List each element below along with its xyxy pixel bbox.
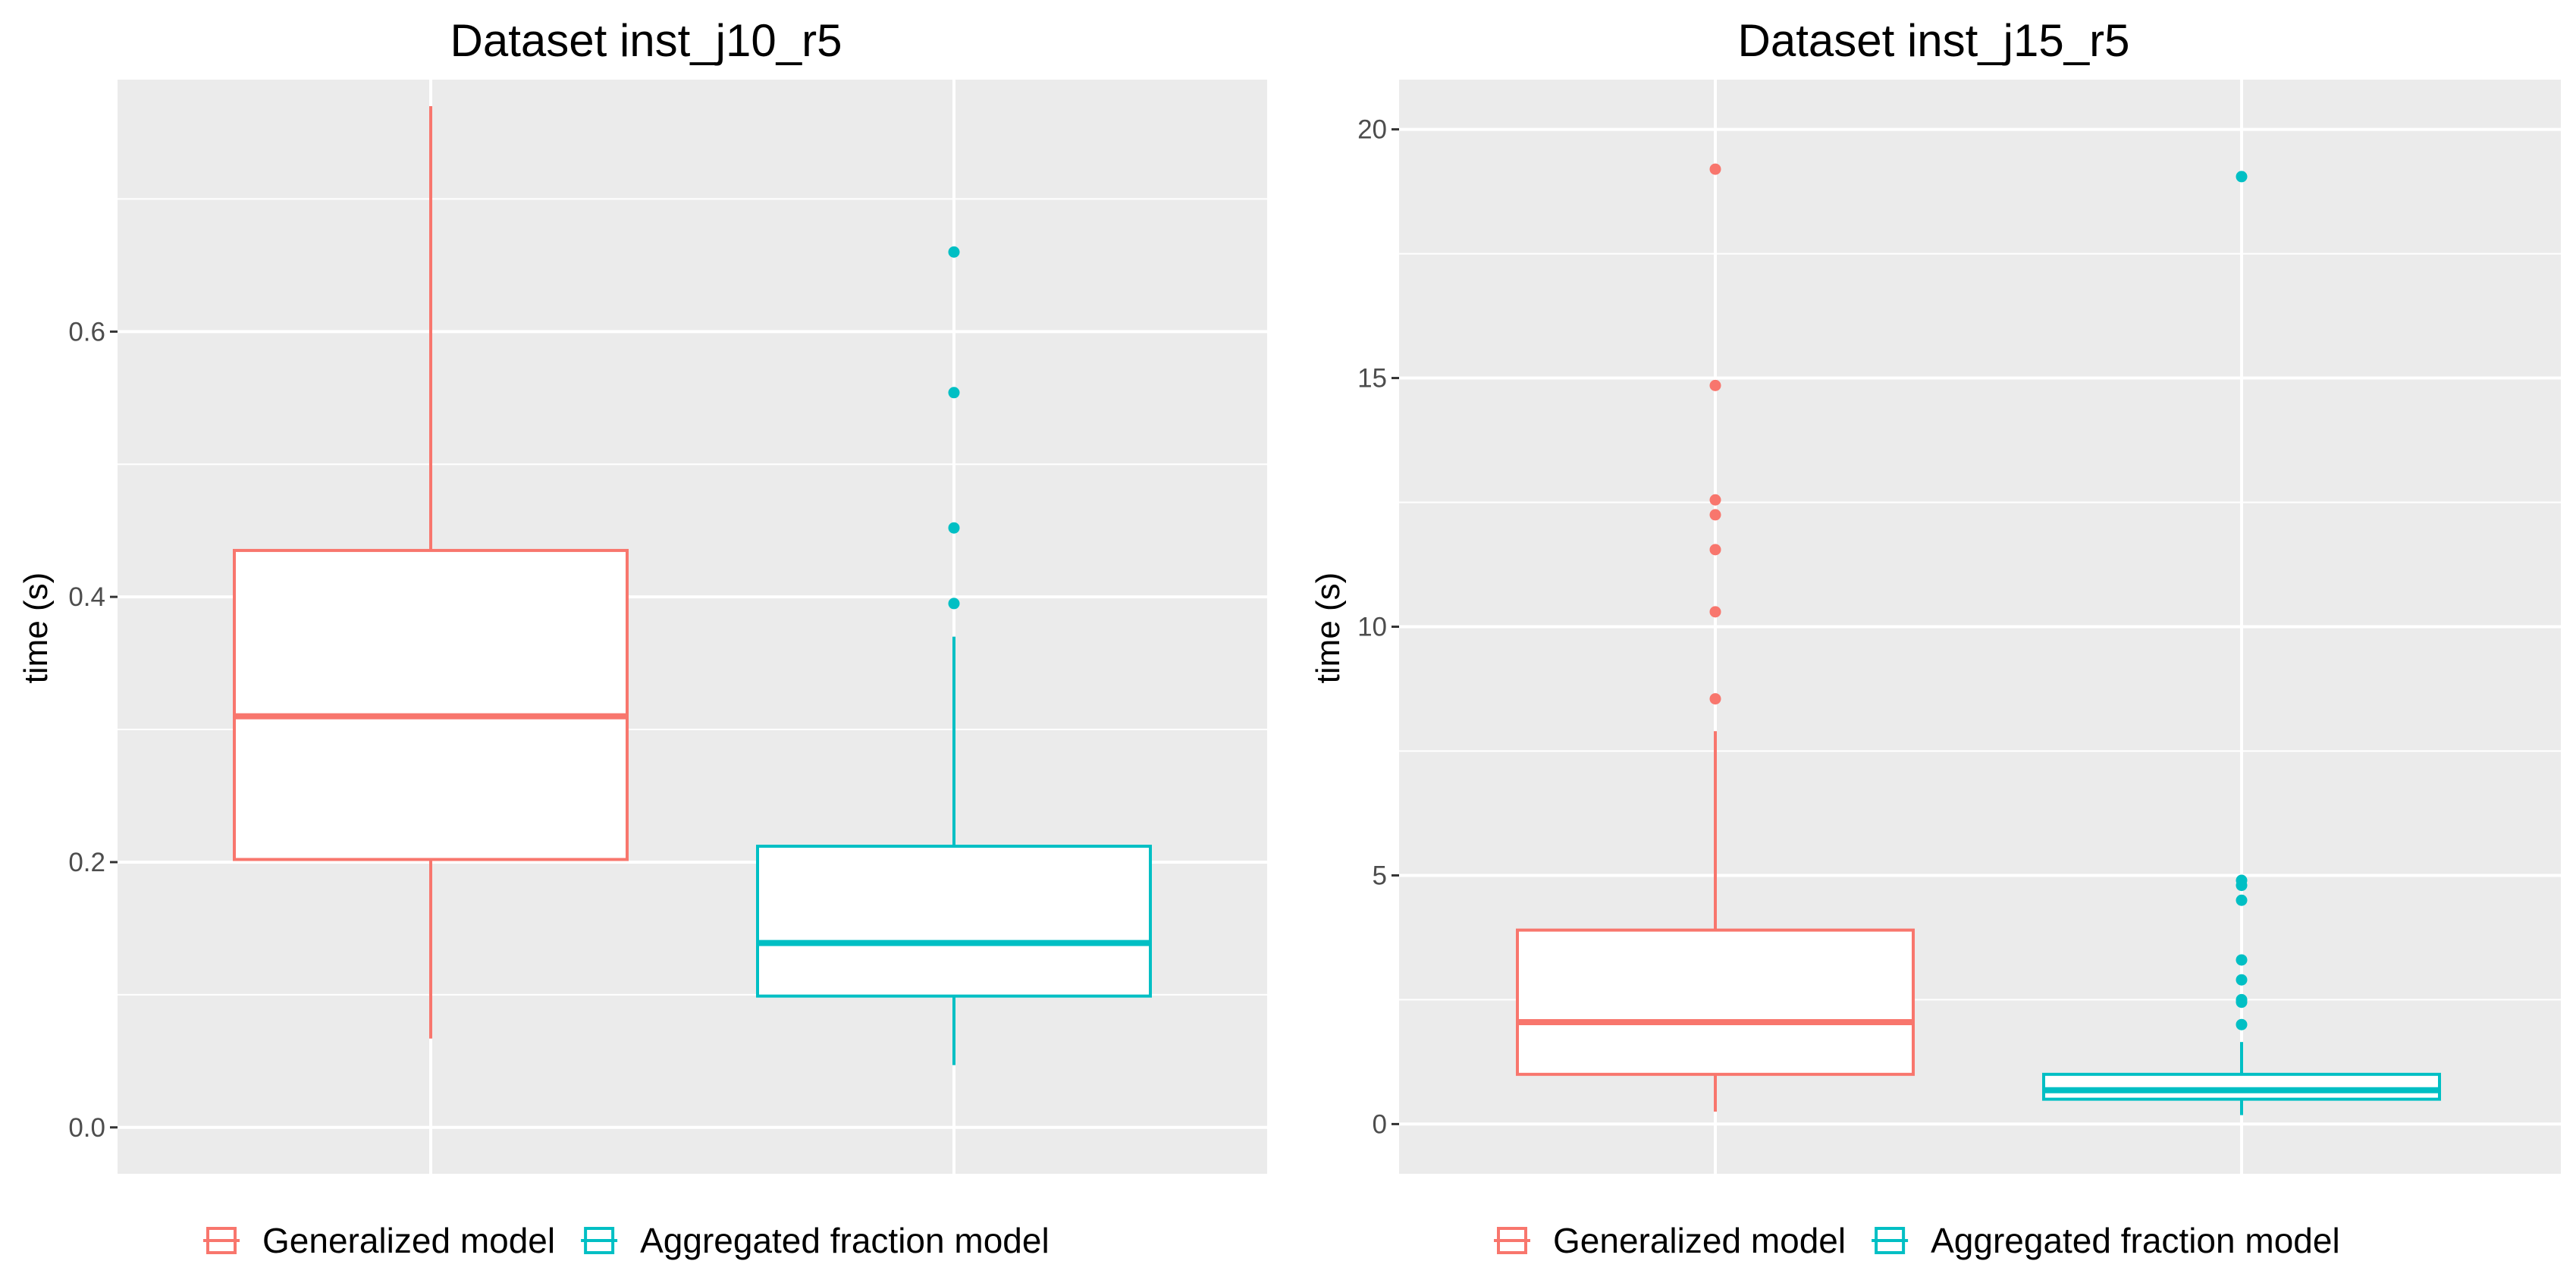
boxplot-aggregated-fraction-model <box>2042 171 2441 1115</box>
outlier-point <box>2236 1018 2248 1030</box>
panel-right: Dataset inst_j15_r5 time (s) 0 5 10 15 20 Ge… <box>1310 15 2561 1260</box>
iqr-box <box>233 548 629 861</box>
y-tick-label: 0.4 <box>68 582 105 612</box>
chart-title-left: Dataset inst_j10_r5 <box>450 15 842 66</box>
outlier-point <box>948 522 960 534</box>
y-tick-label: 15 <box>1357 364 1387 394</box>
outlier-point <box>1709 509 1721 521</box>
legend-label: Aggregated fraction model <box>640 1221 1050 1260</box>
boxplot-generalized-model <box>233 105 629 1039</box>
outlier-point <box>2236 894 2248 906</box>
y-tick-label: 0.6 <box>68 317 105 347</box>
y-tick-label: 20 <box>1357 115 1387 145</box>
legend-label: Generalized model <box>262 1221 555 1260</box>
y-axis-label-right: time (s) <box>1310 572 1347 684</box>
boxplot-aggregated-fraction-model <box>756 246 1152 1065</box>
iqr-box <box>2042 1072 2441 1101</box>
y-tick-label: 0 <box>1373 1109 1387 1139</box>
outlier-point <box>1709 379 1721 391</box>
outlier-point <box>1709 163 1721 175</box>
outlier-point <box>1709 693 1721 705</box>
y-tick-label: 10 <box>1357 613 1387 642</box>
panel-left: Dataset inst_j10_r5 time (s) 0.0 0.2 0.4 0.… <box>17 15 1267 1260</box>
outlier-point <box>2236 954 2248 966</box>
y-tick-label: 0.0 <box>68 1113 105 1143</box>
outlier-point <box>2236 171 2248 183</box>
legend-key-aggregated-fraction-model <box>1872 1227 1909 1254</box>
outlier-point <box>948 598 960 610</box>
outlier-point <box>1709 494 1721 506</box>
outlier-point <box>948 387 960 399</box>
y-tick-label: 5 <box>1373 861 1387 890</box>
chart-title-right: Dataset inst_j15_r5 <box>1738 15 2130 66</box>
outlier-point <box>2236 874 2248 886</box>
legend-key-generalized-model <box>1494 1227 1530 1254</box>
outlier-point <box>1709 544 1721 556</box>
legend-key-generalized-model <box>203 1227 240 1254</box>
y-axis-label-left: time (s) <box>17 572 55 684</box>
outlier-point <box>948 246 960 258</box>
outlier-point <box>2236 974 2248 986</box>
iqr-box <box>1516 928 1915 1076</box>
outlier-point <box>2236 993 2248 1005</box>
outlier-point <box>1709 606 1721 618</box>
iqr-box <box>756 844 1152 998</box>
legend-key-aggregated-fraction-model <box>581 1227 618 1254</box>
legend-label: Generalized model <box>1553 1221 1846 1260</box>
boxplot-generalized-model <box>1516 163 1915 1112</box>
legend-label: Aggregated fraction model <box>1931 1221 2340 1260</box>
y-tick-label: 0.2 <box>68 848 105 877</box>
